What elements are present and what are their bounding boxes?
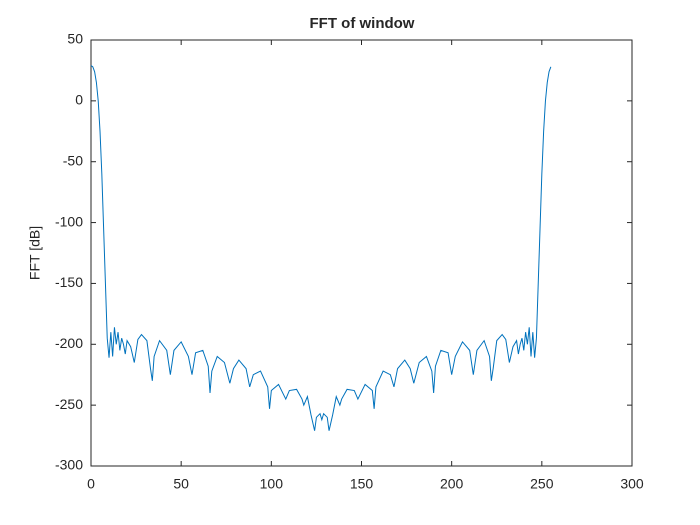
y-tick-label: -100: [55, 213, 83, 229]
chart-title: FFT of window: [310, 15, 415, 32]
y-tick-label: -200: [55, 335, 83, 351]
y-tick-label: -150: [55, 274, 83, 290]
line: [90, 65, 552, 431]
x-tick-label: 100: [260, 476, 284, 492]
x-tick-label: 300: [620, 476, 644, 492]
x-tick-label: 150: [350, 476, 374, 492]
y-tick-label: -300: [55, 457, 83, 473]
x-tick-label: 250: [530, 476, 554, 492]
y-axis-label: FFT [dB]: [27, 226, 43, 280]
x-tick-label: 200: [440, 476, 464, 492]
x-tick-label: 0: [87, 476, 95, 492]
plot-area: [90, 39, 633, 467]
x-tick-label: 50: [173, 476, 189, 492]
y-tick-label: 50: [67, 31, 83, 47]
y-tick-label: -50: [63, 152, 83, 168]
y-tick-label: 0: [75, 92, 83, 108]
y-tick-label: -250: [55, 396, 83, 412]
